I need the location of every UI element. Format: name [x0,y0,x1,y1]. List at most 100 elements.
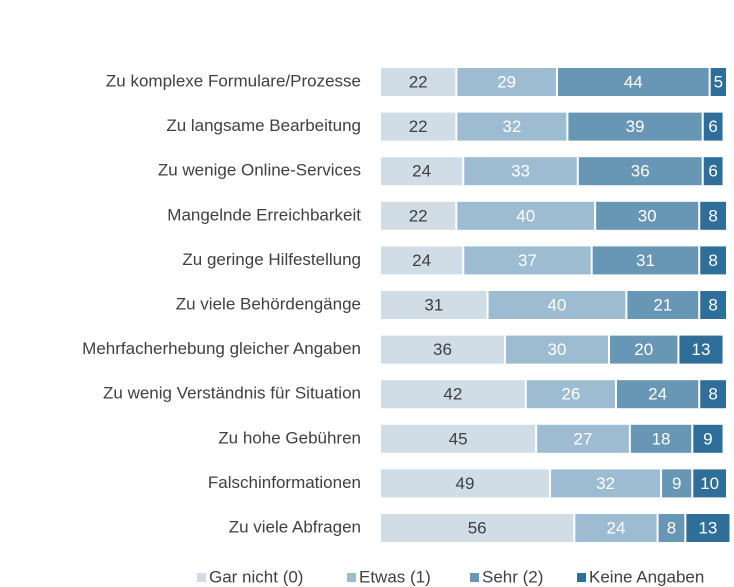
data-label: 22 [409,72,428,91]
bar-segment [381,246,463,275]
bar-segment [568,112,702,141]
data-label: 9 [703,429,712,448]
bar-segment [703,157,723,186]
category-label: Zu viele Behördengänge [176,294,361,313]
bar-segment [464,157,577,186]
bar-segment [627,291,699,319]
category-label: Zu wenige Online-Services [158,161,361,180]
legend-swatch [347,573,356,582]
data-label: 21 [653,295,672,314]
data-label: 40 [516,206,535,225]
data-label: 31 [636,251,655,270]
data-label: 13 [698,518,717,537]
data-label: 30 [548,340,567,359]
bar-segment [381,469,550,498]
bar-segment [703,112,723,141]
bar-segment [505,335,609,364]
data-label: 36 [433,340,452,359]
data-label: 44 [624,72,643,91]
bar-segment [596,201,699,230]
category-label: Mangelnde Erreichbarkeit [167,205,361,224]
bar-segment [551,469,661,498]
data-label: 13 [692,340,711,359]
category-label: Zu geringe Hilfestellung [182,250,361,269]
data-label: 42 [443,385,462,404]
bar-segment [686,514,730,542]
data-label: 8 [708,251,717,270]
data-label: 29 [497,72,516,91]
bar-segment [630,424,692,453]
legend-swatch [577,573,586,582]
category-label: Zu hohe Gebühren [218,428,361,447]
bar-segment [616,380,699,409]
category-label: Zu viele Abfragen [229,517,361,536]
category-label: Zu langsame Bearbeitung [166,116,361,135]
bar-segment [457,68,556,96]
bar-segment [693,424,723,453]
bar-segment [575,514,657,542]
data-label: 45 [449,429,468,448]
bar-segment [381,335,504,364]
bar-segment [700,380,726,409]
bar-segment [381,112,456,141]
data-label: 20 [634,340,653,359]
bar-segment [381,157,463,186]
legend-label: Keine Angaben [589,567,704,586]
bar-segment [457,201,595,230]
data-label: 8 [708,295,717,314]
data-label: 9 [672,474,681,493]
bar-segment [381,68,456,96]
data-label: 22 [409,117,428,136]
bar-segment [464,246,591,275]
bar-segment [658,514,685,542]
data-label: 5 [714,72,723,91]
data-label: 36 [631,162,650,181]
legend-label: Etwas (1) [359,567,431,586]
bar-segment [610,335,678,364]
legend-label: Gar nicht (0) [209,567,303,586]
data-label: 37 [518,251,537,270]
bar-segment [578,157,702,186]
bar-segment [700,246,726,275]
data-label: 39 [626,117,645,136]
data-label: 32 [596,474,615,493]
bar-segment [381,424,536,453]
data-label: 8 [708,206,717,225]
bar-segment [381,514,574,542]
data-label: 6 [708,117,717,136]
bar-segment [381,380,525,409]
data-label: 22 [409,206,428,225]
data-label: 33 [511,162,530,181]
data-label: 26 [561,385,580,404]
bar-segment [381,201,456,230]
data-label: 30 [638,206,657,225]
bar-segment [381,291,487,319]
bar-segment [592,246,699,275]
category-label: Zu komplexe Formulare/Prozesse [106,71,361,90]
bar-segment [526,380,615,409]
data-label: 8 [708,385,717,404]
bar-segment [679,335,723,364]
bar-segment [662,469,692,498]
bar-segment [700,201,726,230]
data-label: 6 [708,162,717,181]
data-label: 40 [548,295,567,314]
bar-segment [700,291,726,319]
bar-segment [693,469,726,498]
data-label: 8 [667,518,676,537]
legend-label: Sehr (2) [482,567,543,586]
data-label: 56 [468,518,487,537]
bar-segment [710,68,726,96]
data-label: 24 [606,518,625,537]
data-label: 49 [456,474,475,493]
data-label: 27 [574,429,593,448]
bar-segment [557,68,709,96]
category-label: Falschinformationen [208,473,361,492]
data-label: 18 [652,429,671,448]
bar-segment [488,291,626,319]
data-label: 31 [424,295,443,314]
bar-segment [537,424,629,453]
data-label: 24 [648,385,667,404]
category-label: Mehrfacherhebung gleicher Angaben [82,339,361,358]
